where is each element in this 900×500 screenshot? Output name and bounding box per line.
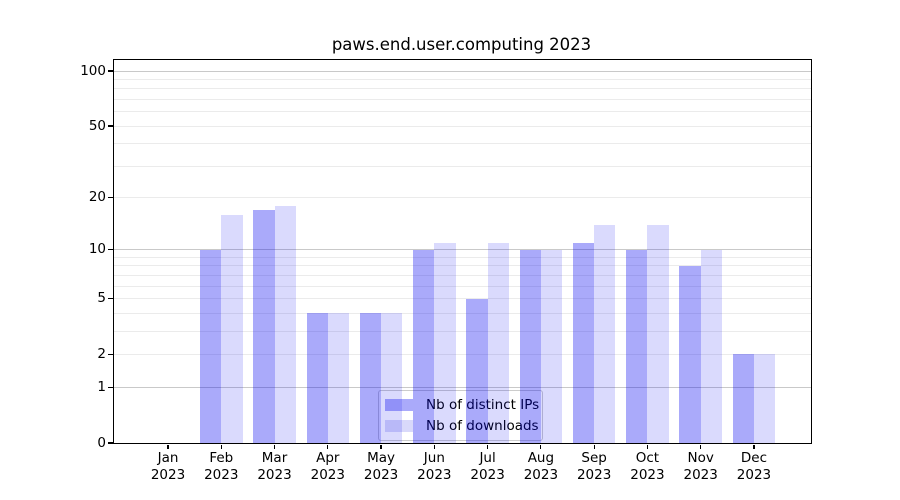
bar-ips-jul [466,298,488,443]
gridline-minor [114,256,811,258]
x-tick [753,444,755,449]
legend-label: Nb of distinct IPs [426,397,540,413]
y-tick-label: 5 [97,290,106,307]
gridline-minor [114,330,811,332]
y-tick-label: 0 [97,434,106,451]
x-tick-label: Feb 2023 [204,450,239,483]
gridline-minor [114,88,811,90]
x-tick [646,444,649,449]
bar-downloads-jul [487,242,509,443]
x-tick [327,444,329,449]
gridline-major [114,249,811,251]
legend-entry-downloads: Nb of downloads [385,419,539,433]
bar-downloads-apr [327,313,350,443]
bar-downloads-jun [434,242,456,443]
y-tick [108,70,113,72]
x-tick [593,444,595,449]
y-tick [108,353,113,356]
y-tick-label: 2 [97,345,106,362]
y-tick [108,249,113,251]
bar-downloads-mar [274,205,296,443]
legend-swatch-distinct-ips [385,399,413,411]
x-tick [220,444,222,449]
gridline-minor [114,274,811,276]
y-tick-label: 50 [88,117,106,134]
bar-ips-sep [572,242,595,443]
bar-ips-nov [679,265,701,443]
x-tick [167,444,169,449]
y-tick [108,125,113,127]
x-tick [380,444,382,449]
gridline-minor [114,298,811,300]
y-tick-label: 100 [80,62,106,79]
y-tick-label: 20 [88,189,106,206]
legend-label: Nb of downloads [426,418,539,434]
x-tick-label: Jun 2023 [417,450,452,483]
gridline-major [114,386,811,388]
gridline-major [114,70,811,72]
x-tick-label: Apr 2023 [310,450,345,483]
legend-entry-distinct-ips: Nb of distinct IPs [385,398,539,412]
bar-downloads-aug [540,249,563,443]
bar-ips-mar [253,210,275,443]
gridline-minor [114,165,811,167]
x-tick-label: May 2023 [363,450,399,483]
y-tick [108,386,113,388]
bar-downloads-may [381,313,403,443]
x-tick-label: Mar 2023 [257,450,292,483]
x-tick [540,444,542,449]
gridline-minor [114,111,811,113]
bar-downloads-sep [594,224,616,443]
x-tick [273,444,276,449]
x-tick-label: Jul 2023 [470,450,505,483]
bar-ips-may [359,313,382,443]
gridline-minor [114,353,811,355]
gridline-minor [114,285,811,287]
gridline-minor [114,98,811,100]
bar-downloads-feb [221,214,243,443]
gridline-minor [114,125,811,127]
y-tick [108,442,113,444]
chart-title: paws.end.user.computing 2023 [331,35,592,54]
y-tick-label: 10 [88,241,106,258]
bar-ips-oct [626,249,648,443]
bar-ips-feb [199,249,222,443]
x-tick-label: Aug 2023 [523,450,559,483]
x-tick-label: Sep 2023 [576,450,612,483]
gridline-minor [114,197,811,199]
bar-ips-apr [306,313,328,443]
x-tick [700,444,702,449]
x-tick [433,444,435,449]
x-tick-label: Jan 2023 [150,450,186,483]
gridline-minor [114,312,811,314]
x-tick-label: Dec 2023 [736,450,772,483]
bar-ips-aug [519,249,541,443]
bar-ips-jun [413,249,435,443]
gridline-minor [114,265,811,267]
x-tick-label: Nov 2023 [683,450,718,483]
bar-downloads-nov [700,249,722,443]
y-tick-label: 1 [97,378,106,395]
plot-area: Nb of distinct IPs Nb of downloads 0 1 2 5 1… [80,59,812,483]
gridline-minor [114,78,811,80]
legend: Nb of distinct IPs Nb of downloads [378,390,543,441]
bar-downloads-dec [753,354,776,443]
y-tick [108,196,113,199]
x-tick [487,444,489,449]
bar-downloads-oct [647,224,669,443]
legend-swatch-downloads [385,420,413,432]
bar-ips-dec [732,354,754,443]
y-tick [108,297,113,300]
x-tick-label: Oct 2023 [630,450,665,483]
gridline-minor [114,143,811,145]
